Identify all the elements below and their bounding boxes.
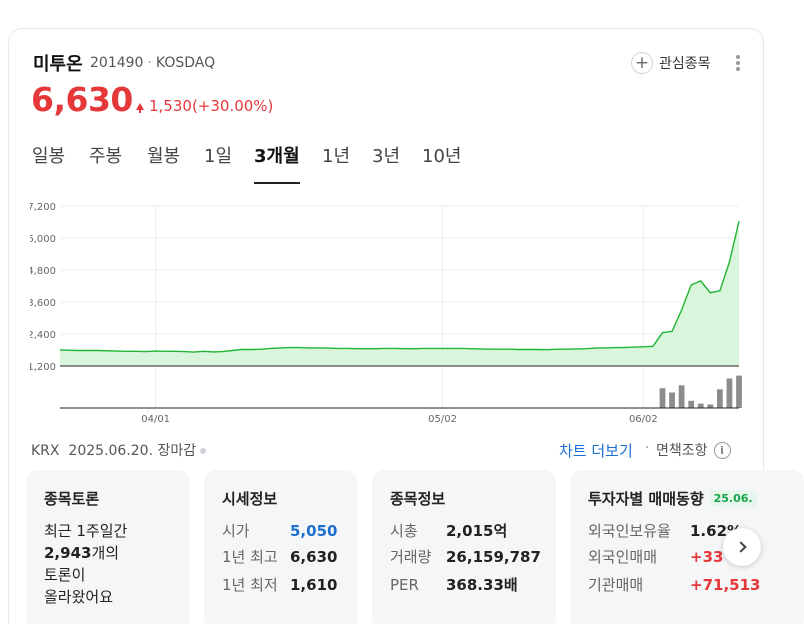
quote-row-open: 시가 5,050 <box>222 522 338 540</box>
investor-row-foreign-ratio: 외국인보유율 1.62% <box>588 522 743 540</box>
open-price: 5,050 <box>290 522 338 540</box>
price-change: 1,530(+30.00%) <box>136 97 273 115</box>
institution-trade: +71,513 <box>690 576 761 594</box>
price-line <box>59 221 740 353</box>
more-options-icon[interactable] <box>730 52 746 74</box>
tab-10year[interactable]: 10년 <box>422 146 462 167</box>
price-area <box>60 221 739 366</box>
y-tick-label: 6,000 <box>30 234 56 245</box>
volume-bar <box>717 389 723 408</box>
discussion-body: 최근 1주일간 2,943개의 토론이 올라왔어요 <box>44 520 127 608</box>
market-status: KRX 2025.06.20. 장마감 <box>31 440 207 460</box>
status-date: 2025.06.20. <box>68 443 154 459</box>
stock-code-number: 201490 <box>90 55 144 71</box>
exchange-label: KRX <box>31 443 60 459</box>
year-low: 1,610 <box>290 576 338 594</box>
volume-bar <box>736 375 742 408</box>
discussion-panel[interactable]: 종목토론 최근 1주일간 2,943개의 토론이 올라왔어요 <box>26 470 190 624</box>
current-price: 6,630 <box>31 80 133 119</box>
arrow-up-icon <box>136 102 144 113</box>
stock-market: KOSDAQ <box>155 55 216 71</box>
volume-bar <box>678 385 685 408</box>
investor-title-text: 투자자별 매매동향 <box>588 490 704 508</box>
price-change-value: 1,530(+30.00%) <box>149 97 274 115</box>
volume-bar <box>726 378 733 408</box>
info-icon: i <box>713 441 731 459</box>
info-row-per: PER 368.33배 <box>390 576 518 594</box>
stock-info-panel[interactable]: 종목정보 시총 2,015억 거래량 26,159,787 PER 368.33배 <box>372 470 556 624</box>
separator-dot: · <box>645 440 650 456</box>
per-value: 368.33배 <box>446 576 518 594</box>
investor-row-institution: 기관매매 +71,513 <box>588 576 761 594</box>
quote-row-high: 1년 최고 6,630 <box>222 548 338 566</box>
volume-bar <box>697 403 704 408</box>
trade-volume: 26,159,787 <box>446 548 541 566</box>
volume-bar <box>688 400 695 408</box>
info-row-marketcap: 시총 2,015억 <box>390 522 508 540</box>
discussion-count: 2,943 <box>44 544 92 562</box>
stock-code: 201490 · KOSDAQ <box>90 55 216 71</box>
volume-bar <box>707 404 714 408</box>
watchlist-label: 관심종목 <box>659 56 711 72</box>
tab-3year[interactable]: 3년 <box>372 146 401 167</box>
tab-monthly[interactable]: 월봉 <box>147 146 181 167</box>
discussion-line3: 토론이 <box>44 566 86 584</box>
volume-bar <box>669 392 675 408</box>
quote-panel[interactable]: 시세정보 시가 5,050 1년 최고 6,630 1년 최저 1,610 <box>204 470 357 624</box>
more-chart-link[interactable]: 차트 더보기 <box>559 442 633 460</box>
tab-3month[interactable]: 3개월 <box>254 142 300 184</box>
price-chart[interactable]: 1,200 2,400 3,600 4,800 6,000 7,200 04/01 05/02… <box>30 196 742 428</box>
stock-info-title: 종목정보 <box>390 490 446 508</box>
market-state: 장마감 <box>157 443 197 459</box>
investor-panel[interactable]: 투자자별 매매동향 25.06. 외국인보유율 1.62% 외국인매매 +33 기관매… <box>570 470 804 624</box>
discussion-line1: 최근 1주일간 <box>44 522 128 540</box>
disclaimer-link[interactable]: 면책조항 i <box>656 440 731 460</box>
investor-title: 투자자별 매매동향 25.06. <box>588 488 757 509</box>
y-tick-label: 3,600 <box>30 298 56 309</box>
y-tick-label: 4,800 <box>30 266 56 277</box>
info-row-volume: 거래량 26,159,787 <box>390 548 541 566</box>
y-tick-label: 2,400 <box>30 330 56 341</box>
tab-weekly[interactable]: 주봉 <box>89 146 123 167</box>
disclaimer-label: 면책조항 <box>656 443 708 459</box>
quote-title: 시세정보 <box>222 490 278 508</box>
next-panel-button[interactable] <box>723 528 761 566</box>
chart-period-tabs: 일봉 주봉 월봉 1일 3개월 1년 3년 10년 <box>32 140 742 184</box>
plus-icon: + <box>631 52 653 74</box>
investor-date-badge: 25.06. <box>709 490 757 507</box>
quote-row-low: 1년 최저 1,610 <box>222 576 338 594</box>
tab-1day[interactable]: 1일 <box>204 146 233 167</box>
x-tick-label: 06/02 <box>629 414 658 425</box>
tab-daily[interactable]: 일봉 <box>32 146 66 167</box>
chevron-right-icon <box>734 541 747 553</box>
tab-1year[interactable]: 1년 <box>322 146 351 167</box>
discussion-line2: 개의 <box>91 544 120 562</box>
market-cap: 2,015억 <box>446 522 508 540</box>
discussion-title: 종목토론 <box>44 490 100 508</box>
x-tick-label: 05/02 <box>428 414 457 425</box>
x-tick-label: 04/01 <box>141 414 170 425</box>
y-tick-label: 7,200 <box>30 202 56 213</box>
investor-row-foreign-trade: 외국인매매 +33 <box>588 548 724 566</box>
watchlist-button[interactable]: + 관심종목 <box>631 50 711 76</box>
volume-bar <box>659 388 666 408</box>
discussion-line4: 올라왔어요 <box>44 588 114 606</box>
stock-name[interactable]: 미투온 <box>33 54 83 75</box>
foreign-trade: +33 <box>690 548 724 566</box>
year-high: 6,630 <box>290 548 338 566</box>
status-dot-icon <box>200 448 207 454</box>
y-tick-label: 1,200 <box>30 362 56 373</box>
